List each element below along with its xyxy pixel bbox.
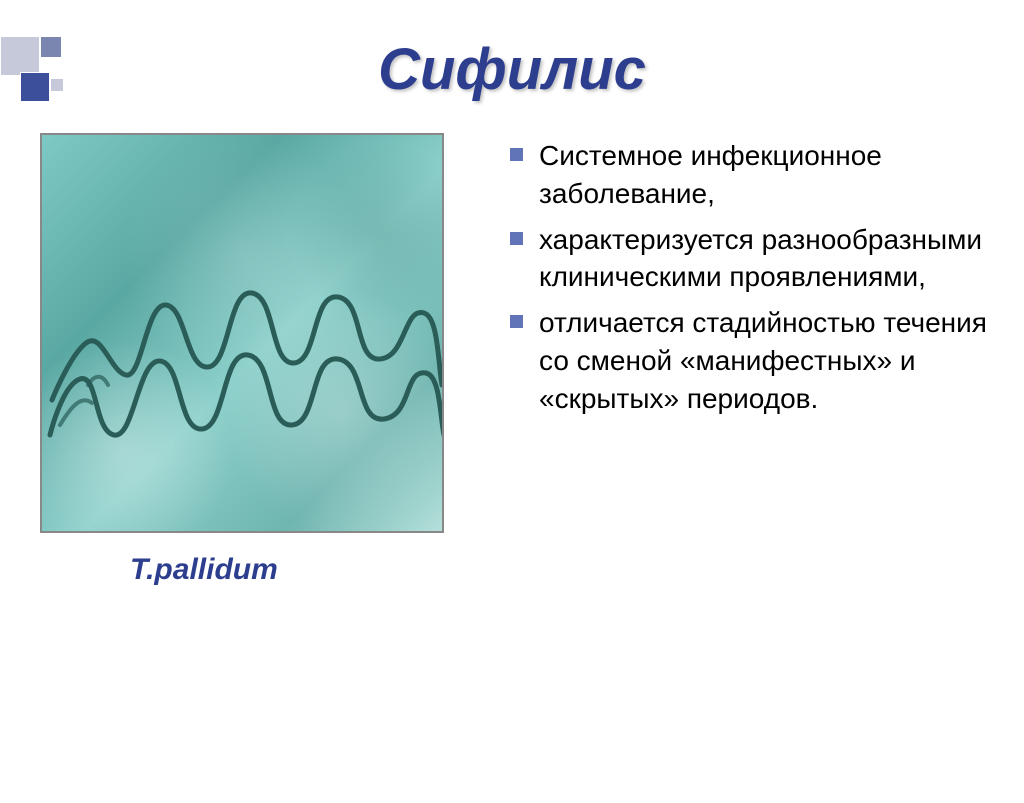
list-item: Системное инфекционное заболевание,	[510, 137, 1004, 213]
decor-square	[0, 36, 40, 76]
list-item: отличается стадийностью течения со смено…	[510, 304, 1004, 417]
corner-decoration	[0, 36, 120, 116]
spirochete-illustration	[42, 135, 444, 533]
bullet-text: отличается стадийностью течения со смено…	[539, 304, 1004, 417]
right-column: Системное инфекционное заболевание, хара…	[480, 133, 1004, 587]
bullet-icon	[510, 315, 523, 328]
decor-square	[40, 36, 62, 58]
page-title: Сифилис	[0, 36, 1024, 103]
left-column: T.pallidum	[40, 133, 480, 587]
list-item: характеризуется разнообразными клиническ…	[510, 221, 1004, 297]
image-caption: T.pallidum	[40, 553, 480, 587]
bullet-text: Системное инфекционное заболевание,	[539, 137, 1004, 213]
microscopy-image	[40, 133, 444, 533]
bullet-icon	[510, 148, 523, 161]
bullet-text: характеризуется разнообразными клиническ…	[539, 221, 1004, 297]
decor-square	[20, 72, 50, 102]
decor-square	[50, 78, 64, 92]
bullet-icon	[510, 232, 523, 245]
content-row: T.pallidum Системное инфекционное заболе…	[0, 133, 1024, 587]
